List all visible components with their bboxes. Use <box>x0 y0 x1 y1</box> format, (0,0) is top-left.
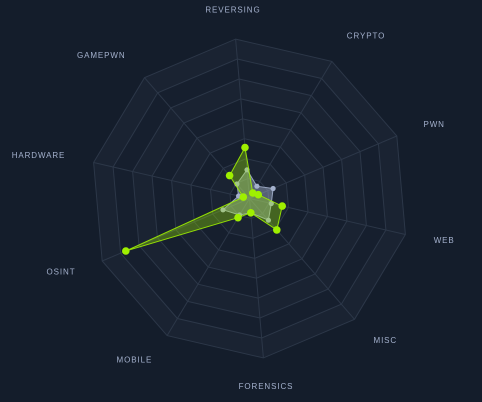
series-2-point-web <box>268 200 274 207</box>
series-1 <box>122 143 287 255</box>
radar-series <box>122 143 287 255</box>
axis-label-reversing: REVERSING <box>205 5 260 14</box>
series-2-point-osint <box>220 207 226 213</box>
series-1-point-gamepwn <box>225 171 234 180</box>
series-1-point-web <box>278 202 287 210</box>
axis-label-crypto: CRYPTO <box>347 32 385 41</box>
series-1-point-mobile <box>234 213 242 222</box>
axis-label-misc: MISC <box>374 336 398 345</box>
axis-label-osint: OSINT <box>47 267 76 276</box>
axis-label-hardware: HARDWARE <box>12 151 66 160</box>
series-1-point-forensics <box>247 209 255 217</box>
axis-label-web: WEB <box>434 236 455 245</box>
axis-label-gamepwn: GAMEPWN <box>77 51 126 60</box>
axis-line-mobile <box>166 198 250 336</box>
series-1-point-hardware <box>239 193 248 201</box>
series-2-point-pwn <box>270 185 276 192</box>
axis-labels: REVERSING CRYPTO PWN WEB MISC FORENSICS MOBILE… <box>12 5 455 391</box>
series-1-point-reversing <box>241 143 249 152</box>
axis-line-hardware <box>93 162 250 199</box>
axis-label-mobile: MOBILE <box>117 356 153 365</box>
series-1-point-misc <box>273 226 281 234</box>
axis-line-forensics <box>249 198 264 358</box>
series-1-point-pwn <box>254 190 263 199</box>
axis-label-pwn: PWN <box>424 120 445 129</box>
series-2-point-crypto <box>254 183 260 189</box>
axis-line-crypto <box>249 61 333 199</box>
axis-line-web <box>249 198 406 235</box>
axis-label-forensics: FORENSICS <box>239 382 294 391</box>
series-1-point-osint <box>122 247 130 255</box>
series-2-point-misc <box>265 217 271 223</box>
